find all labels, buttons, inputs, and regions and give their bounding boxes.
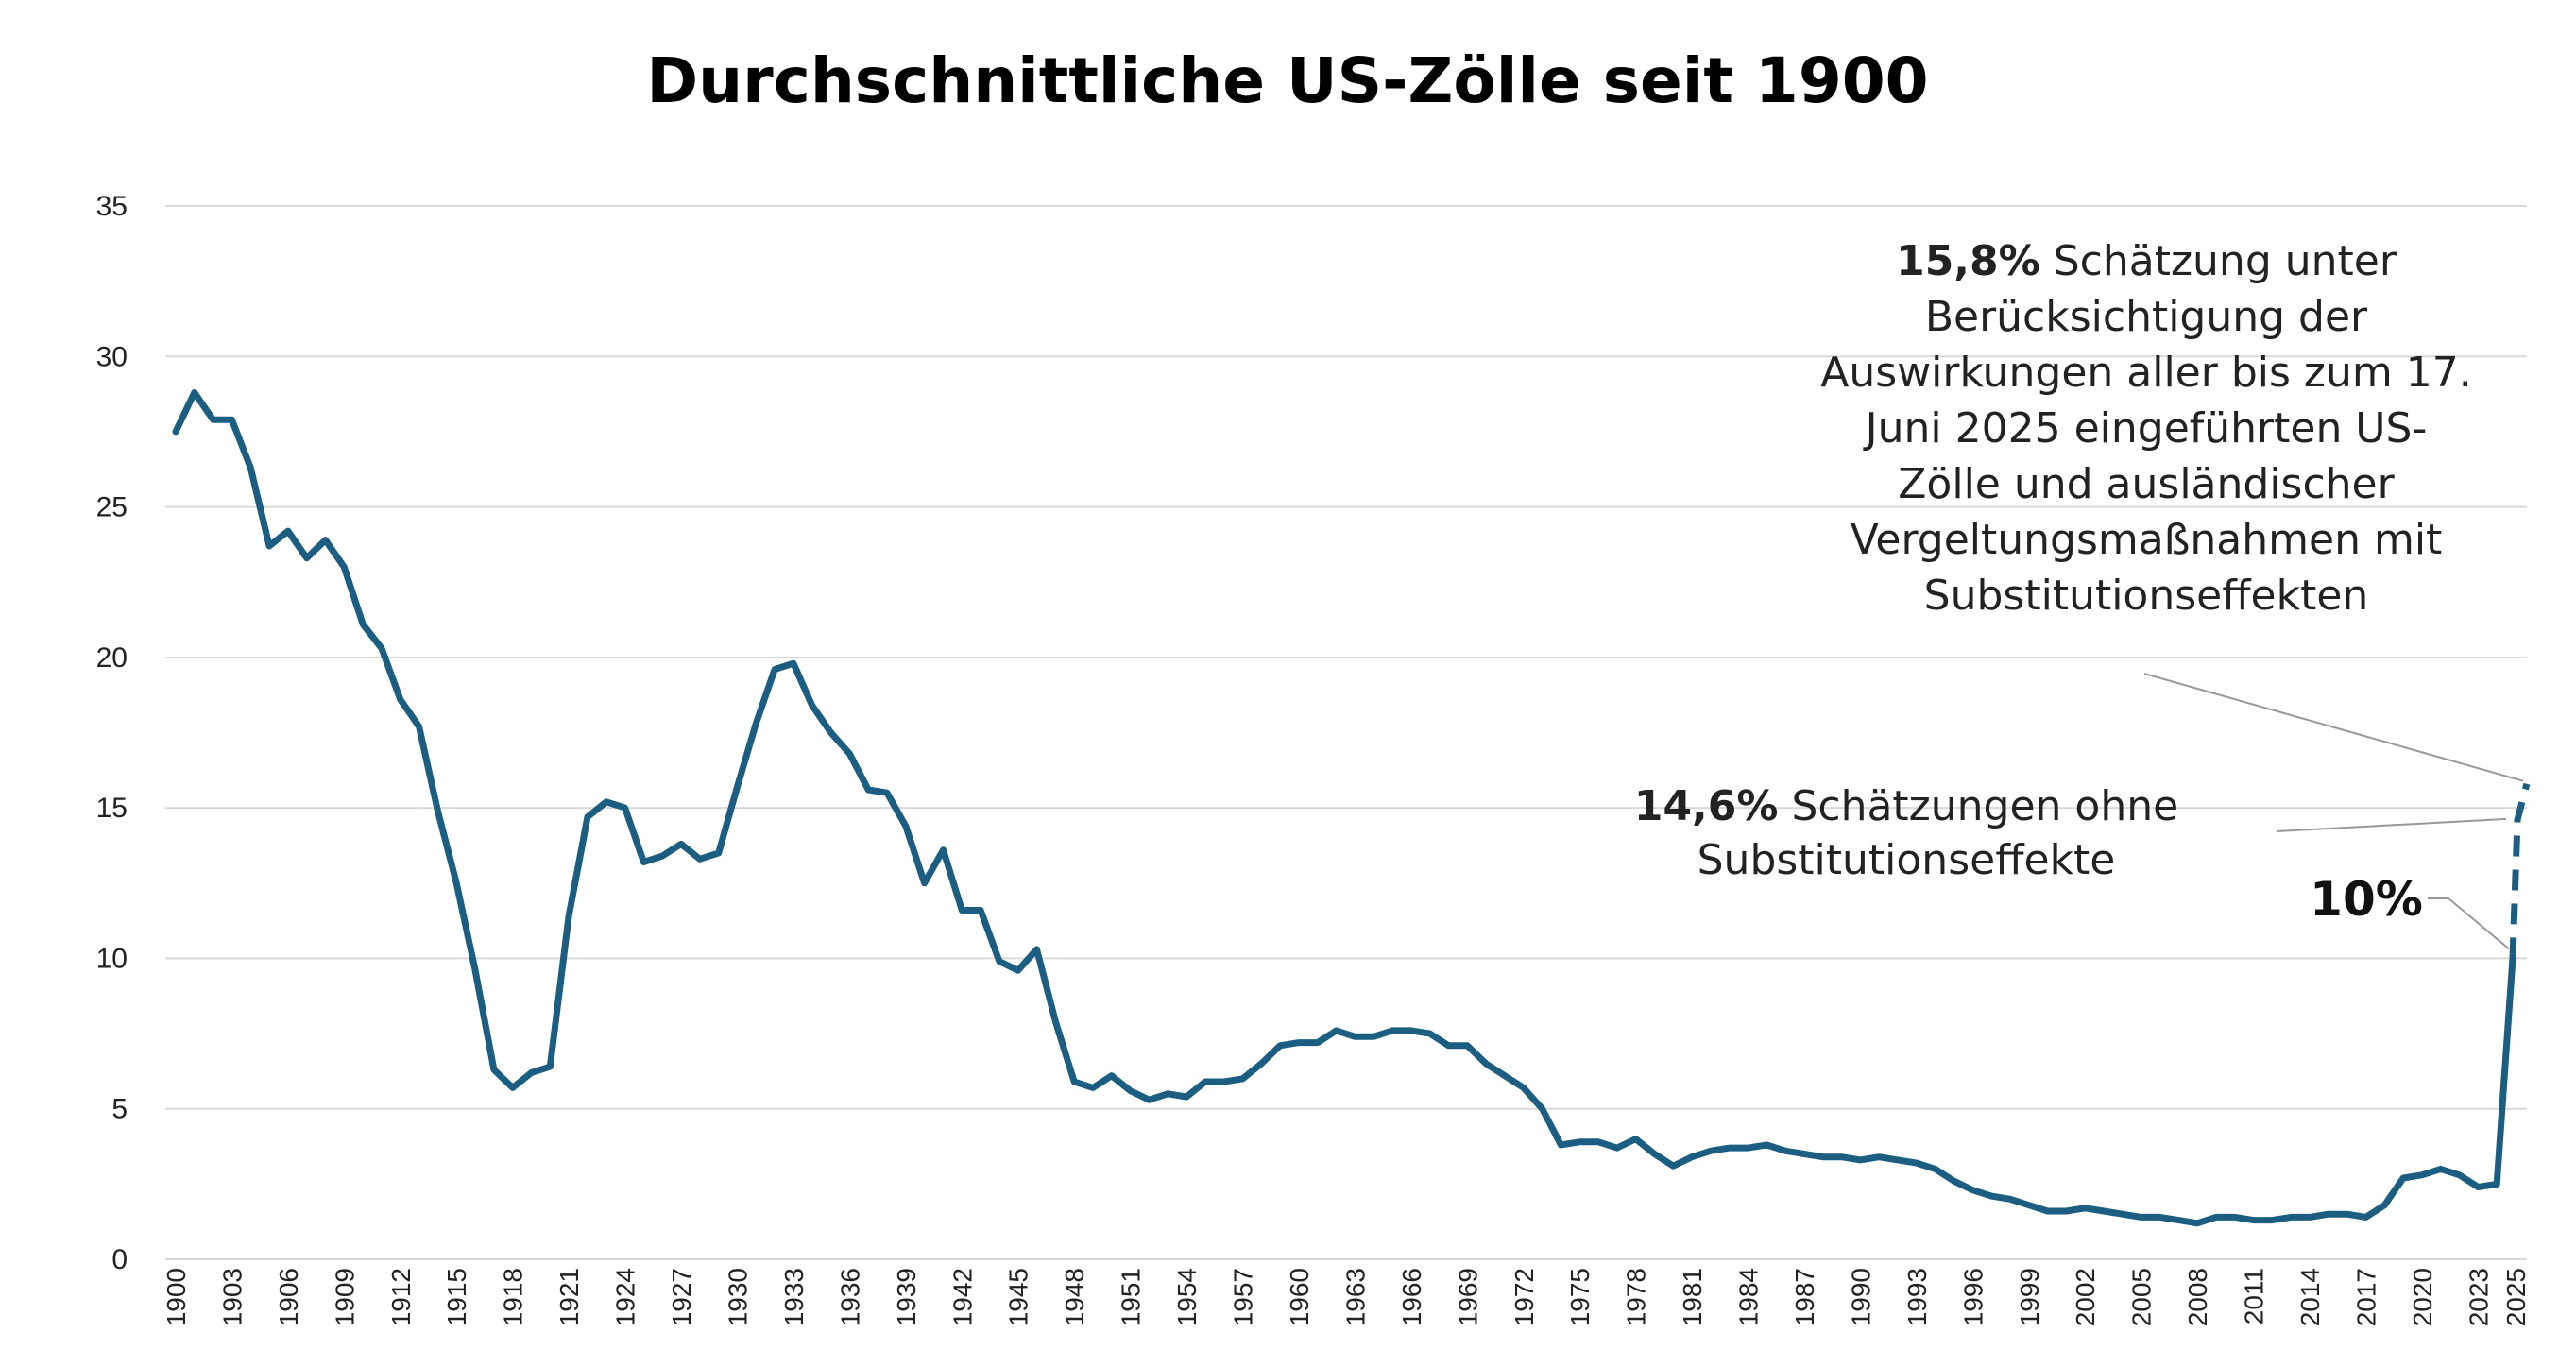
tariff-line-segment-1 bbox=[2493, 954, 2516, 1188]
annotation-text: Auswirkungen aller bis zum 17. bbox=[1820, 349, 2471, 397]
annotation-text: Vergeltungsmaßnahmen mit bbox=[1851, 516, 2443, 564]
x-tick-label: 1900 bbox=[162, 1268, 191, 1326]
x-tick-label: 1918 bbox=[499, 1268, 528, 1326]
x-tick-label: 1954 bbox=[1172, 1268, 1202, 1326]
x-tick-label: 1930 bbox=[723, 1268, 752, 1326]
annotation-14-6-estimate: 14,6% Schätzungen ohne Substitutionseffek… bbox=[1634, 782, 2178, 884]
annotation-text: Substitutionseffekten bbox=[1924, 572, 2369, 620]
x-tick-label: 1987 bbox=[1790, 1268, 1819, 1326]
annotation-text: Schätzung unter bbox=[2040, 237, 2397, 285]
x-tick-label: 1996 bbox=[1958, 1268, 1987, 1326]
leader-15-8 bbox=[2143, 673, 2524, 782]
x-tick-label: 1999 bbox=[2015, 1268, 2044, 1326]
y-tick-label: 30 bbox=[96, 341, 128, 372]
annotation-line: Juni 2025 eingeführten US- bbox=[1863, 404, 2428, 453]
x-tick-label: 1969 bbox=[1453, 1268, 1482, 1326]
annotation-leader-lines bbox=[2143, 673, 2524, 950]
x-tick-label: 1924 bbox=[611, 1268, 640, 1326]
x-tick-label: 1960 bbox=[1285, 1268, 1314, 1326]
y-axis-ticks: 0 5 10 15 20 25 30 35 bbox=[96, 191, 128, 1275]
annotation-text: Zölle und ausländischer bbox=[1898, 460, 2395, 508]
y-tick-label: 20 bbox=[96, 642, 128, 674]
annotation-text: Schätzungen ohne bbox=[1778, 782, 2178, 830]
y-tick-label: 35 bbox=[96, 191, 128, 222]
x-tick-label: 1951 bbox=[1117, 1268, 1146, 1326]
annotation-line: Substitutionseffekte bbox=[1697, 836, 2116, 884]
tariff-line-series bbox=[172, 389, 2531, 1227]
x-tick-label: 1948 bbox=[1060, 1268, 1089, 1326]
leader-10 bbox=[2428, 897, 2510, 950]
x-tick-label: 1912 bbox=[386, 1268, 416, 1326]
annotation-text: Juni 2025 eingeführten US- bbox=[1863, 404, 2428, 453]
annotation-15-8-estimate: 15,8% Schätzung unter Berücksichtigung de… bbox=[1820, 237, 2471, 620]
chart-title: Durchschnittliche US-Zölle seit 1900 bbox=[646, 44, 1928, 117]
x-tick-label: 2002 bbox=[2071, 1268, 2100, 1326]
x-tick-label: 1927 bbox=[667, 1268, 696, 1326]
x-tick-label: 2011 bbox=[2240, 1268, 2269, 1324]
x-tick-label: 1984 bbox=[1734, 1268, 1764, 1326]
y-tick-label: 15 bbox=[96, 793, 128, 824]
x-tick-label: 2017 bbox=[2351, 1268, 2380, 1326]
annotation-line: Auswirkungen aller bis zum 17. bbox=[1820, 349, 2471, 397]
x-tick-label: 1921 bbox=[554, 1268, 584, 1326]
tariff-line-segment-0 bbox=[172, 389, 2500, 1227]
y-tick-label: 5 bbox=[111, 1094, 128, 1125]
x-axis-ticks: 1900 1903 1906 1909 1912 1915 1918 1921 1924 1927… bbox=[162, 1268, 2531, 1326]
annotation-line: Vergeltungsmaßnahmen mit bbox=[1851, 516, 2443, 564]
x-tick-label: 1945 bbox=[1004, 1268, 1033, 1326]
annotation-line: Berücksichtigung der bbox=[1925, 293, 2368, 341]
x-tick-label: 2020 bbox=[2408, 1268, 2437, 1326]
x-tick-label: 1957 bbox=[1229, 1268, 1258, 1326]
x-tick-label: 2023 bbox=[2464, 1268, 2493, 1326]
annotation-value: 15,8% bbox=[1896, 237, 2040, 285]
x-tick-label: 1975 bbox=[1565, 1268, 1595, 1326]
x-tick-label: 1993 bbox=[1902, 1268, 1932, 1326]
x-tick-label: 1966 bbox=[1397, 1268, 1426, 1326]
x-tick-label: 2005 bbox=[2127, 1268, 2157, 1326]
annotation-line: 15,8% Schätzung unter bbox=[1896, 237, 2397, 285]
x-tick-label: 1906 bbox=[274, 1268, 303, 1326]
x-tick-label: 1981 bbox=[1678, 1268, 1707, 1326]
annotation-text: Berücksichtigung der bbox=[1925, 293, 2368, 341]
leader-14-6 bbox=[2276, 817, 2507, 832]
annotation-line: Substitutionseffekten bbox=[1924, 572, 2369, 620]
x-tick-label: 2025 bbox=[2501, 1268, 2531, 1326]
x-tick-label: 1939 bbox=[892, 1268, 921, 1326]
x-tick-label: 1909 bbox=[330, 1268, 359, 1326]
annotation-text: Substitutionseffekte bbox=[1697, 836, 2116, 884]
annotation-line: 10% bbox=[2310, 872, 2423, 927]
x-tick-label: 2014 bbox=[2295, 1268, 2325, 1326]
x-tick-label: 2008 bbox=[2183, 1268, 2212, 1326]
annotation-10-percent: 10% bbox=[2310, 872, 2423, 927]
x-tick-label: 1942 bbox=[947, 1268, 977, 1326]
y-tick-label: 10 bbox=[96, 943, 128, 974]
x-tick-label: 1978 bbox=[1622, 1268, 1651, 1326]
x-tick-label: 1903 bbox=[217, 1268, 247, 1326]
annotation-line: 14,6% Schätzungen ohne bbox=[1634, 782, 2178, 830]
x-tick-label: 1963 bbox=[1340, 1268, 1370, 1326]
projection-dashed-line bbox=[2509, 782, 2531, 959]
x-tick-label: 1936 bbox=[835, 1268, 864, 1326]
x-tick-label: 1990 bbox=[1846, 1268, 1875, 1326]
y-tick-label: 25 bbox=[96, 492, 128, 523]
x-tick-label: 1972 bbox=[1510, 1268, 1539, 1326]
x-tick-label: 1915 bbox=[442, 1268, 471, 1326]
x-tick-label: 1933 bbox=[779, 1268, 809, 1326]
gridlines bbox=[165, 205, 2527, 1260]
annotation-line: Zölle und ausländischer bbox=[1898, 460, 2395, 508]
annotation-value: 14,6% bbox=[1634, 782, 1779, 830]
annotation-value: 10% bbox=[2310, 872, 2423, 927]
y-tick-label: 0 bbox=[111, 1244, 128, 1275]
